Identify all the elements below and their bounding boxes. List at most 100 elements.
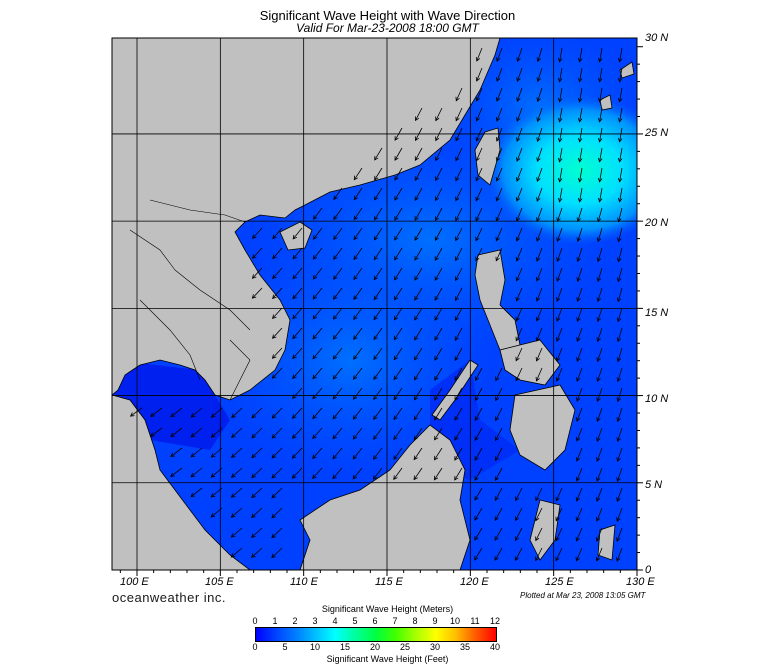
wave-arrow bbox=[230, 467, 243, 478]
wave-arrow bbox=[271, 507, 283, 519]
wave-arrow bbox=[373, 347, 383, 361]
wave-arrow bbox=[536, 167, 543, 182]
wave-arrow bbox=[577, 87, 583, 103]
wave-arrow bbox=[555, 527, 563, 542]
wave-arrow bbox=[556, 287, 563, 302]
map-title: Significant Wave Height with Wave Direct… bbox=[259, 8, 516, 23]
wave-arrow bbox=[516, 167, 523, 182]
wave-arrow bbox=[596, 227, 603, 243]
lat-label: 15 N bbox=[645, 307, 669, 319]
wave-arrow bbox=[555, 487, 563, 502]
wave-arrow bbox=[617, 247, 623, 263]
lon-label: 105 E bbox=[205, 576, 234, 588]
wave-arrow bbox=[373, 307, 383, 321]
wave-arrow bbox=[616, 487, 623, 502]
wave-arrow bbox=[333, 187, 343, 201]
wave-arrow bbox=[272, 247, 283, 260]
lat-label: 25 N bbox=[645, 127, 669, 139]
wave-arrow bbox=[271, 427, 283, 439]
wave-arrow bbox=[292, 247, 303, 260]
lon-label: 100 E bbox=[120, 576, 149, 588]
wave-arrow bbox=[333, 227, 343, 240]
lon-label: 125 E bbox=[545, 576, 574, 588]
wave-arrow bbox=[374, 167, 383, 181]
wave-arrow bbox=[596, 287, 603, 303]
wave-arrow bbox=[271, 347, 283, 359]
wave-arrow bbox=[414, 227, 423, 241]
wave-arrow bbox=[312, 247, 323, 260]
wave-arrow bbox=[373, 387, 383, 400]
wave-arrow bbox=[414, 207, 423, 221]
wave-arrow bbox=[475, 187, 483, 202]
wave-arrow bbox=[414, 167, 423, 181]
wave-arrow bbox=[394, 247, 403, 261]
wave-arrow bbox=[494, 547, 503, 561]
wave-arrow bbox=[353, 167, 363, 181]
wave-arrow bbox=[515, 247, 523, 262]
mindanao-island bbox=[509, 384, 576, 471]
wave-arrow bbox=[577, 107, 583, 123]
wave-arrow bbox=[251, 427, 263, 439]
wave-arrow bbox=[536, 147, 543, 163]
wave-arrow bbox=[353, 327, 363, 340]
wave-arrow bbox=[515, 227, 523, 242]
wave-arrow bbox=[475, 127, 483, 142]
wave-arrow bbox=[616, 287, 623, 303]
wave-arrow bbox=[190, 487, 203, 498]
wave-arrow bbox=[230, 547, 243, 558]
wave-arrow bbox=[495, 127, 503, 142]
wave-arrow bbox=[555, 367, 563, 382]
wave-arrow bbox=[595, 527, 603, 542]
wave-arrow bbox=[435, 147, 443, 162]
wave-arrow bbox=[291, 427, 303, 439]
wave-arrow bbox=[414, 347, 423, 361]
wave-arrow bbox=[617, 67, 623, 83]
meter-tick-label: 11 bbox=[470, 616, 480, 626]
colorbar-title-meters: Significant Wave Height (Meters) bbox=[321, 604, 454, 614]
wave-arrow bbox=[616, 507, 623, 522]
wave-arrow bbox=[272, 307, 283, 320]
wave-arrow bbox=[617, 207, 623, 223]
wave-arrow bbox=[414, 267, 423, 281]
halmahera-island bbox=[597, 524, 616, 561]
meter-tick-label: 5 bbox=[352, 616, 358, 626]
wave-arrow bbox=[535, 267, 543, 282]
wave-arrow bbox=[434, 287, 443, 301]
feet-tick-label: 40 bbox=[489, 642, 500, 652]
wave-arrow bbox=[271, 527, 283, 539]
wave-arrow bbox=[170, 427, 183, 438]
wave-arrow bbox=[454, 407, 463, 421]
wave-arrow bbox=[374, 147, 383, 161]
wave-arrow bbox=[373, 227, 383, 241]
wave-arrow bbox=[292, 267, 303, 280]
wave-arrow bbox=[394, 267, 403, 281]
wave-arrow bbox=[576, 267, 583, 283]
wave-arrow bbox=[475, 227, 483, 242]
wave-arrow bbox=[474, 367, 483, 382]
wave-arrow bbox=[373, 247, 383, 261]
wave-arrow bbox=[557, 87, 563, 103]
wave-arrow bbox=[272, 227, 283, 240]
wave-arrow bbox=[434, 207, 443, 222]
taiwan-island bbox=[474, 127, 501, 186]
wave-arrow bbox=[251, 247, 263, 259]
wave-arrow bbox=[353, 247, 363, 261]
wave-arrow bbox=[556, 267, 563, 282]
wave-arrow bbox=[617, 187, 623, 203]
wave-arrow bbox=[475, 207, 483, 222]
brand-logo-text: oceanweather inc. bbox=[112, 590, 227, 605]
wave-arrow bbox=[271, 407, 283, 419]
meter-tick-label: 6 bbox=[372, 616, 378, 626]
wave-arrow bbox=[251, 407, 263, 419]
wave-arrow bbox=[577, 127, 583, 143]
wave-arrow bbox=[352, 407, 363, 420]
wave-arrow bbox=[415, 107, 423, 122]
plotted-timestamp: Plotted at Mar 23, 2008 13:05 GMT bbox=[520, 591, 646, 600]
wave-arrow bbox=[251, 467, 263, 479]
wave-arrow bbox=[496, 47, 503, 62]
meter-tick-label: 0 bbox=[252, 616, 258, 626]
wave-arrow bbox=[394, 127, 403, 141]
meter-tick-label: 12 bbox=[489, 616, 500, 626]
wave-arrow bbox=[555, 507, 563, 522]
wave-arrow bbox=[210, 467, 223, 478]
